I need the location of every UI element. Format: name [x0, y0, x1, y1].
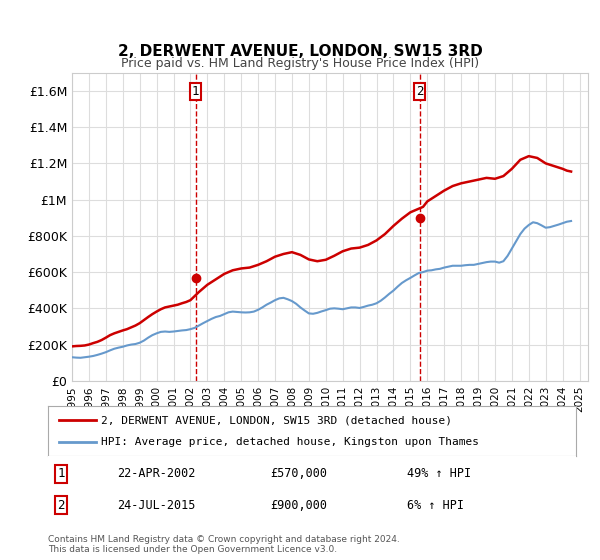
Text: 2, DERWENT AVENUE, LONDON, SW15 3RD (detached house): 2, DERWENT AVENUE, LONDON, SW15 3RD (det… — [101, 415, 452, 425]
Text: 2, DERWENT AVENUE, LONDON, SW15 3RD: 2, DERWENT AVENUE, LONDON, SW15 3RD — [118, 44, 482, 59]
Text: 24-JUL-2015: 24-JUL-2015 — [116, 499, 195, 512]
Text: 49% ↑ HPI: 49% ↑ HPI — [407, 468, 471, 480]
Text: 6% ↑ HPI: 6% ↑ HPI — [407, 499, 464, 512]
Text: 1: 1 — [192, 85, 199, 98]
Text: Price paid vs. HM Land Registry's House Price Index (HPI): Price paid vs. HM Land Registry's House … — [121, 57, 479, 70]
Text: £570,000: £570,000 — [270, 468, 327, 480]
Text: HPI: Average price, detached house, Kingston upon Thames: HPI: Average price, detached house, King… — [101, 437, 479, 447]
Text: 1: 1 — [58, 468, 65, 480]
Text: 2: 2 — [416, 85, 424, 98]
Text: 22-APR-2002: 22-APR-2002 — [116, 468, 195, 480]
Text: Contains HM Land Registry data © Crown copyright and database right 2024.
This d: Contains HM Land Registry data © Crown c… — [48, 535, 400, 554]
Text: 2: 2 — [58, 499, 65, 512]
Text: £900,000: £900,000 — [270, 499, 327, 512]
